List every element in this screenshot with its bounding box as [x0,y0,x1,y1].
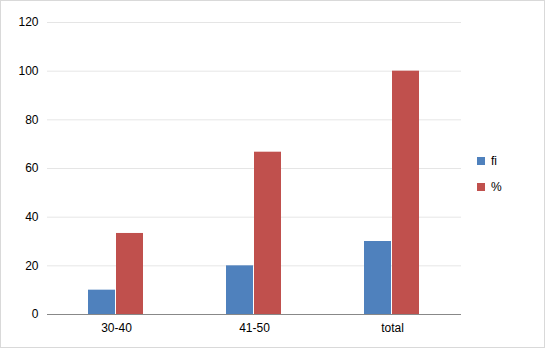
html-text:fi: fi [491,154,497,168]
svg-text:41-50: 41-50 [239,321,270,335]
svg-text:20: 20 [25,259,39,273]
svg-text:40: 40 [25,210,39,224]
svg-text:120: 120 [18,15,38,29]
svg-text:60: 60 [25,161,39,175]
svg-text:80: 80 [25,113,39,127]
svg-text:30-40: 30-40 [101,321,132,335]
svg-text:0: 0 [32,307,39,321]
svg-text:100: 100 [18,64,38,78]
svg-text:total: total [381,321,404,335]
